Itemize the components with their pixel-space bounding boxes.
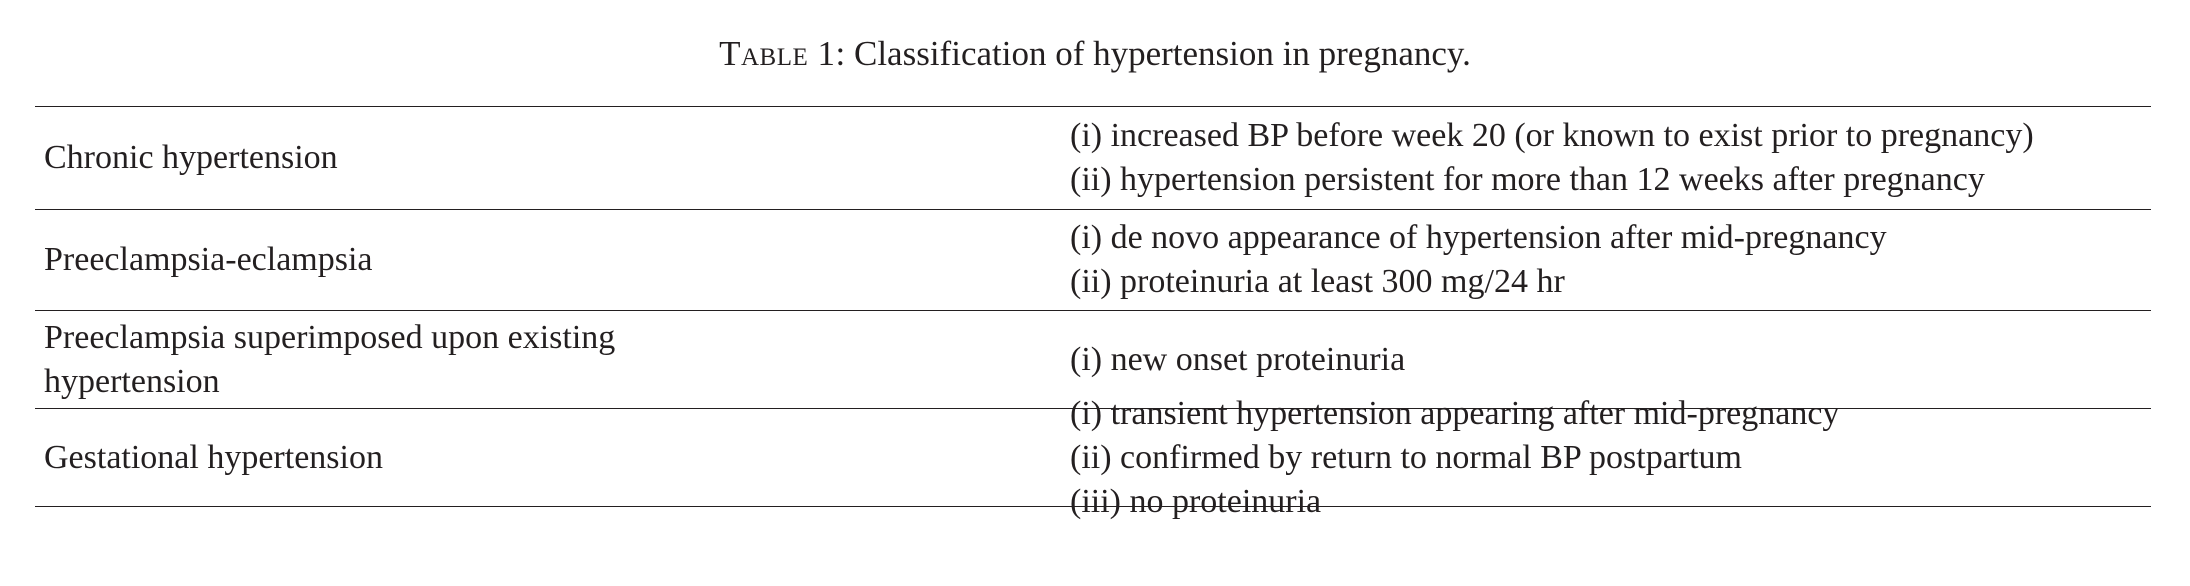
table-row: Chronic hypertension (i) increased BP be… bbox=[35, 107, 2151, 209]
table-row: Preeclampsia-eclampsia (i) de novo appea… bbox=[35, 209, 2151, 310]
criterion-item: (i) increased BP before week 20 (or know… bbox=[1070, 117, 2034, 154]
classification-table: Chronic hypertension (i) increased BP be… bbox=[35, 106, 2151, 520]
category-text: Preeclampsia superimposed upon existing bbox=[44, 318, 616, 356]
table-caption-label: Table 1 bbox=[719, 34, 836, 73]
table-caption: Table 1: Classification of hypertension … bbox=[0, 32, 2190, 76]
criterion-item: (ii) proteinuria at least 300 mg/24 hr bbox=[1070, 263, 1565, 300]
table-top-rule bbox=[35, 106, 2151, 107]
criterion-item: (i) new onset proteinuria bbox=[1070, 340, 1406, 378]
criteria-cell: (i) new onset proteinuria bbox=[1070, 311, 2150, 408]
category-text: Preeclampsia-eclampsia bbox=[44, 241, 373, 278]
category-cell: Gestational hypertension bbox=[44, 409, 1044, 506]
category-text: hypertension bbox=[44, 362, 220, 400]
criteria-cell: (i) increased BP before week 20 (or know… bbox=[1070, 107, 2150, 209]
category-cell: Preeclampsia superimposed upon existing … bbox=[44, 311, 1044, 408]
table-row: Preeclampsia superimposed upon existing … bbox=[35, 310, 2151, 408]
criterion-item: (ii) confirmed by return to normal BP po… bbox=[1070, 438, 1742, 476]
criteria-cell: (i) de novo appearance of hypertension a… bbox=[1070, 210, 2150, 310]
category-text: Chronic hypertension bbox=[44, 139, 338, 176]
category-text: Gestational hypertension bbox=[44, 438, 383, 476]
table-row: Gestational hypertension (i) transient h… bbox=[35, 395, 2151, 520]
criteria-cell: (i) transient hypertension appearing aft… bbox=[1070, 395, 2150, 520]
criterion-item: (i) transient hypertension appearing aft… bbox=[1070, 394, 1840, 432]
category-cell: Chronic hypertension bbox=[44, 107, 1044, 209]
category-cell: Preeclampsia-eclampsia bbox=[44, 210, 1044, 310]
criterion-item: (iii) no proteinuria bbox=[1070, 482, 1322, 520]
criterion-item: (i) de novo appearance of hypertension a… bbox=[1070, 219, 1887, 256]
criterion-item: (ii) hypertension persistent for more th… bbox=[1070, 161, 1985, 198]
table-caption-text: : Classification of hypertension in preg… bbox=[835, 34, 1471, 73]
